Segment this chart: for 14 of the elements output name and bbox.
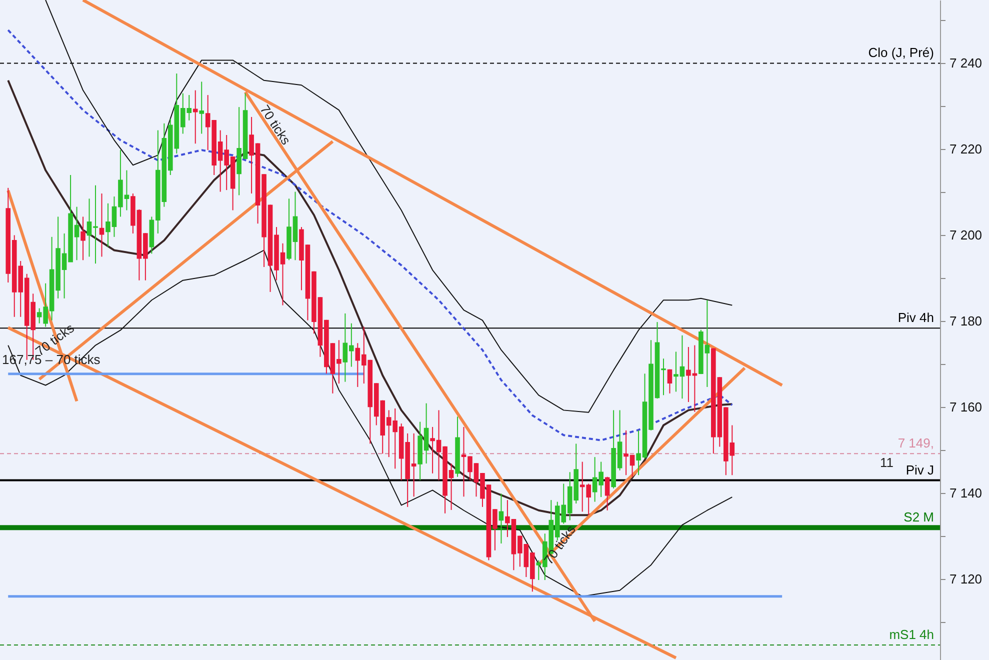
ref-line-label: 7 149, (898, 436, 934, 451)
y-tick-label: 7 180 (950, 314, 982, 329)
y-tick-label: 7 140 (950, 486, 982, 501)
annotation: 11 (880, 455, 894, 470)
ref-line-label: Clo (J, Pré) (868, 45, 934, 60)
ref-line-label: Piv J (906, 462, 934, 478)
ref-line-label: mS1 4h (889, 626, 934, 642)
y-tick-label: 7 160 (950, 400, 982, 415)
y-tick-label: 7 120 (950, 572, 982, 587)
ref-line-label: S2 M (904, 510, 934, 525)
y-tick-label: 7 220 (950, 142, 982, 157)
ref-line-label: Piv 4h (898, 310, 934, 326)
y-tick-label: 7 200 (950, 228, 982, 243)
y-tick-label: 7 240 (950, 56, 982, 71)
